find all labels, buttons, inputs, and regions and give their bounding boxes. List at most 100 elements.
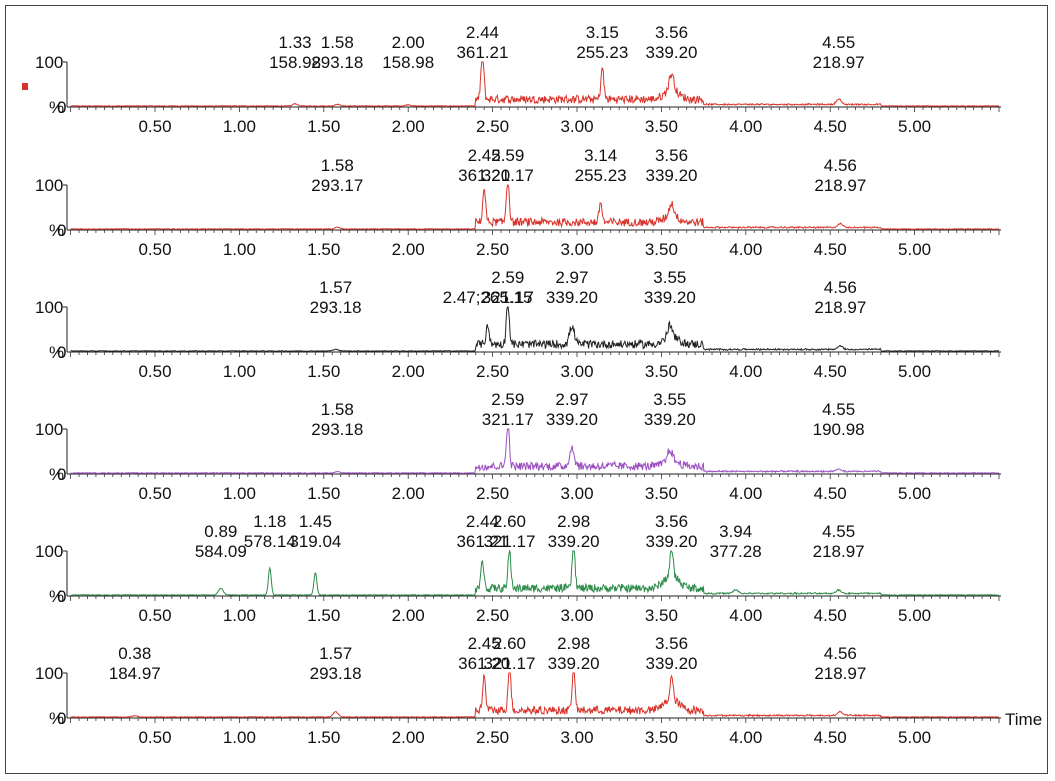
x-tick-label: 2.50 — [476, 117, 509, 136]
y-tick-label: 0 — [57, 98, 66, 117]
peak-label: 255.23 — [575, 166, 627, 185]
x-tick-label: 5.00 — [898, 728, 931, 747]
peak-label: 293.17 — [311, 176, 363, 195]
x-tick-label: 4.00 — [729, 484, 762, 503]
x-tick-label: 0.50 — [138, 728, 171, 747]
chromatogram-panel-5: 100%0 0.50 1.00 1.50 2.00 2.50 3.00 3.50 4.00 4.5… — [35, 512, 1001, 625]
x-tick-label: 4.00 — [729, 117, 762, 136]
peak-label: 339.20 — [644, 410, 696, 429]
x-tick-label: 2.00 — [392, 484, 425, 503]
x-tick-label: 4.00 — [729, 240, 762, 259]
peak-label: 321.17 — [483, 654, 535, 673]
x-tick-label: 5.00 — [898, 240, 931, 259]
chromatogram-panel-4: 100%0 0.50 1.00 1.50 2.00 2.50 3.00 3.50 4.00 4.5… — [35, 390, 1001, 503]
peak-label: 339.20 — [644, 288, 696, 307]
peak-label: 293.18 — [310, 664, 362, 683]
x-tick-label: 1.00 — [223, 362, 256, 381]
y-tick-label: 0 — [57, 587, 66, 606]
peak-label: 2.44 — [466, 23, 499, 42]
x-tick-label: 3.50 — [645, 728, 678, 747]
x-tick-label: 2.50 — [476, 606, 509, 625]
peak-label: 184.97 — [109, 664, 161, 683]
peak-label: 584.09 — [195, 542, 247, 561]
x-tick-label: 1.50 — [307, 117, 340, 136]
panel-marker-icon — [22, 83, 28, 90]
x-tick-label: 3.50 — [645, 240, 678, 259]
x-tick-label: 2.00 — [392, 362, 425, 381]
x-tick-label: 1.00 — [223, 117, 256, 136]
x-tick-label: 1.50 — [307, 606, 340, 625]
chromatogram-trace — [70, 549, 1000, 596]
x-tick-label: 2.50 — [476, 240, 509, 259]
x-tick-label: 2.00 — [392, 728, 425, 747]
peak-label: 3.56 — [655, 512, 688, 531]
peak-label: 4.55 — [822, 522, 855, 541]
y-tick-label: 100 — [35, 420, 63, 439]
chromatogram-panel-3: 100%0 0.50 1.00 1.50 2.00 2.50 3.00 3.50 4.00 4.5… — [35, 268, 1001, 381]
x-tick-label: 3.50 — [645, 117, 678, 136]
peak-label: 1.57 — [319, 644, 352, 663]
x-tick-label: 4.50 — [814, 362, 847, 381]
x-tick-label: 5.00 — [898, 362, 931, 381]
y-tick-label: % — [49, 465, 64, 484]
x-tick-label: 4.00 — [729, 606, 762, 625]
peak-label: 2.60 — [493, 512, 526, 531]
peak-label: 578.14 — [244, 532, 296, 551]
x-tick-label: 5.00 — [898, 606, 931, 625]
x-tick-label: 3.00 — [560, 117, 593, 136]
peak-label: 1.57 — [319, 278, 352, 297]
y-tick-label: 100 — [35, 53, 63, 72]
x-tick-label: 4.50 — [814, 484, 847, 503]
peak-label: 339.20 — [548, 654, 600, 673]
x-tick-label: 0.50 — [138, 117, 171, 136]
peak-label: 321.17 — [482, 410, 534, 429]
peak-label: 2.97 — [555, 268, 588, 287]
peak-label: 1.58 — [321, 156, 354, 175]
x-tick-label: 1.00 — [223, 606, 256, 625]
x-tick-label: 1.00 — [223, 728, 256, 747]
peak-label: 321.17 — [482, 288, 534, 307]
peak-label: 2.59 — [491, 268, 524, 287]
x-tick-label: 3.00 — [560, 728, 593, 747]
peak-label: 0.89 — [204, 522, 237, 541]
peak-label: 3.56 — [655, 146, 688, 165]
peak-label: 1.45 — [299, 512, 332, 531]
x-tick-label: 4.00 — [729, 362, 762, 381]
peak-label: 339.20 — [546, 288, 598, 307]
peak-label: 2.60 — [493, 634, 526, 653]
x-tick-label: 2.00 — [392, 606, 425, 625]
peak-label: 3.14 — [584, 146, 617, 165]
peak-label: 2.47;265.15 — [443, 288, 533, 307]
peak-label: 361.21 — [456, 532, 508, 551]
peak-label: 1.33 — [279, 33, 312, 52]
chromatogram-trace — [70, 306, 1000, 352]
x-tick-label: 5.00 — [898, 117, 931, 136]
peak-label: 218.97 — [814, 664, 866, 683]
peak-label: 361.21 — [456, 43, 508, 62]
peak-label: 293.18 — [311, 53, 363, 72]
peak-label: 4.55 — [822, 400, 855, 419]
y-tick-label: % — [49, 587, 64, 606]
x-tick-label: 4.00 — [729, 728, 762, 747]
peak-label: 2.97 — [555, 390, 588, 409]
x-tick-label: 1.00 — [223, 240, 256, 259]
y-tick-label: 0 — [57, 465, 66, 484]
chromatogram-trace — [70, 184, 1000, 231]
x-tick-label: 1.50 — [307, 728, 340, 747]
chromatogram-panel-2: 100%0 0.50 1.00 1.50 2.00 2.50 3.00 3.50 4.00 4.5… — [35, 146, 1001, 259]
x-tick-label: 3.50 — [645, 606, 678, 625]
peak-label: 190.98 — [813, 420, 865, 439]
peak-label: 339.20 — [646, 654, 698, 673]
peak-label: 2.98 — [557, 512, 590, 531]
y-tick-label: 0 — [57, 709, 66, 728]
peak-label: 0.38 — [118, 644, 151, 663]
peak-label: 2.98 — [557, 634, 590, 653]
peak-label: 339.20 — [646, 43, 698, 62]
y-tick-label: 0 — [57, 343, 66, 362]
x-tick-label: 3.50 — [645, 484, 678, 503]
x-tick-label: 1.50 — [307, 240, 340, 259]
chromatogram-trace — [70, 61, 1000, 107]
x-tick-label: 3.00 — [560, 362, 593, 381]
peak-label: 293.18 — [310, 298, 362, 317]
peak-label: 158.98 — [269, 53, 321, 72]
